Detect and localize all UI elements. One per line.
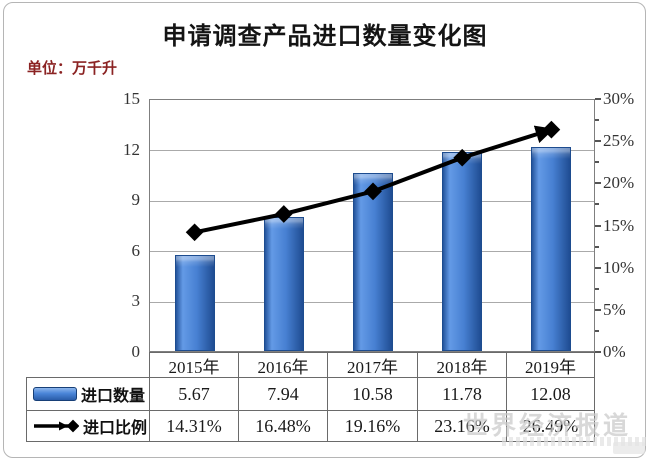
right-axis-tick-10%: 10%: [603, 257, 635, 277]
right-axis-tick-0%: 0%: [603, 342, 626, 361]
unit-label: 单位：万千升: [27, 60, 118, 77]
diamond-marker-2015年: [185, 223, 204, 242]
right-axis-tick-25%: 25%: [603, 131, 635, 151]
right-axis-tick-30%: 30%: [603, 89, 635, 108]
right-axis-major-tick: [595, 224, 601, 227]
left-axis-tick-3: 3: [131, 291, 141, 311]
diamond-marker-2018年: [453, 148, 472, 167]
bar-2019年: [531, 147, 572, 351]
left-axis-tick-15: 15: [123, 89, 140, 108]
right-axis-major-tick: [595, 266, 601, 269]
value-cell-进口数量-2019年: 12.08: [506, 377, 595, 410]
legend-cell-进口数量: 进口数量: [26, 377, 149, 410]
chart-title: 申请调查产品进口数量变化图: [162, 23, 488, 50]
right-axis-minor-tick: [595, 245, 599, 248]
watermark-fragment: [613, 442, 645, 454]
right-axis-major-tick: [595, 182, 601, 185]
diamond-marker-2016年: [274, 205, 293, 223]
right-axis-major-tick: [595, 98, 601, 100]
watermark-text: 世界经济报道: [463, 412, 632, 440]
left-axis-tick-12: 12: [123, 139, 140, 159]
left-axis-tick-0: 0: [131, 342, 141, 361]
right-axis-minor-tick: [595, 287, 599, 290]
year-cell-2019年: 2019年: [506, 352, 595, 377]
legend-label-进口数量: 进口数量: [81, 388, 146, 405]
right-axis-major-tick: [595, 140, 601, 143]
value-cell-进口比例-2017年: 19.16%: [327, 410, 417, 442]
value-cell-进口数量-2018年: 11.78: [417, 377, 506, 410]
value-cell-进口数量-2015年: 5.67: [149, 377, 238, 410]
value-cell-进口数量-2017年: 10.58: [327, 377, 417, 410]
bar-2016年: [263, 217, 304, 351]
value-cell-进口比例-2016年: 16.48%: [238, 410, 327, 442]
right-axis-minor-tick: [595, 329, 599, 332]
gridline: [150, 150, 594, 152]
value-cell-进口数量-2016年: 7.94: [238, 377, 327, 410]
year-cell-2018年: 2018年: [417, 352, 506, 377]
right-axis-tick-20%: 20%: [603, 173, 635, 193]
year-cell-2016年: 2016年: [238, 352, 327, 377]
legend-cell-进口比例: 进口比例: [26, 410, 149, 442]
diamond-marker-2019年: [542, 120, 561, 139]
diamond-marker-2017年: [364, 182, 382, 201]
ratio-line: [194, 125, 555, 235]
watermark-subline: [502, 437, 646, 446]
value-cell-进口比例-2018年: 23.16%: [417, 410, 506, 442]
right-axis-major-tick: [595, 308, 601, 311]
bar-legend-swatch: [33, 387, 77, 401]
left-axis-tick-6: 6: [131, 240, 141, 260]
right-axis-minor-tick: [595, 161, 599, 164]
right-axis-minor-tick: [595, 203, 599, 206]
ratio-line-series: [185, 120, 561, 242]
right-axis-major-tick: [595, 351, 601, 353]
bar-2017年: [353, 172, 393, 351]
plot-area: [149, 99, 595, 352]
left-axis-tick-9: 9: [131, 190, 141, 210]
value-cell-进口比例-2015年: 14.31%: [149, 410, 238, 442]
year-cell-2015年: 2015年: [149, 352, 238, 377]
year-cell-2017年: 2017年: [327, 352, 417, 377]
right-axis-tick-15%: 15%: [603, 215, 635, 235]
bar-2015年: [174, 255, 215, 351]
legend-label-进口比例: 进口比例: [83, 420, 148, 437]
right-axis-tick-5%: 5%: [603, 299, 626, 319]
right-axis-minor-tick: [595, 119, 599, 122]
line-legend-swatch: [34, 419, 79, 433]
